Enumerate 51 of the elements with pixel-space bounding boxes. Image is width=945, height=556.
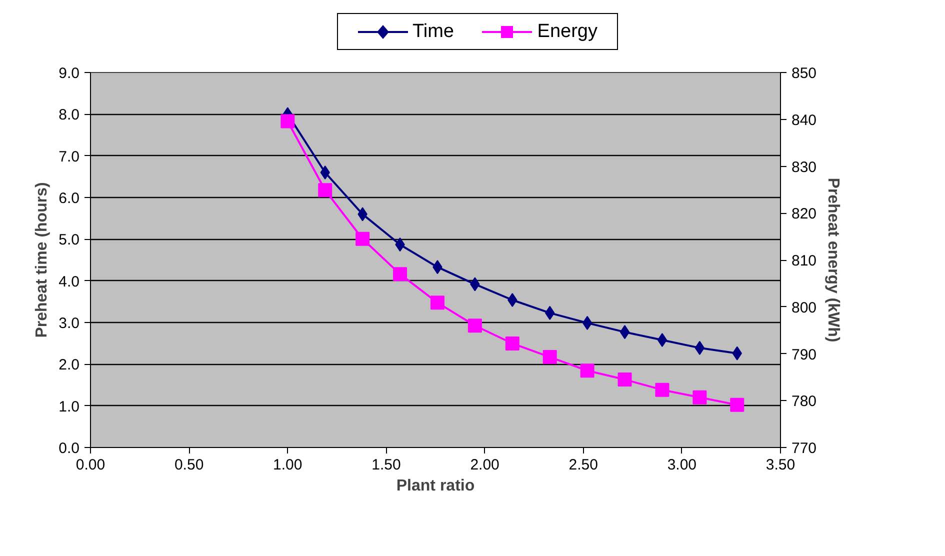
x-tick-label: 2.50: [568, 456, 598, 474]
point: [393, 267, 408, 282]
legend-label: Energy: [537, 21, 598, 42]
point: [430, 296, 444, 310]
y-tick-label: 0.0: [58, 440, 80, 457]
point: [508, 293, 518, 307]
y2-tick-label: 800: [792, 299, 817, 316]
point: [618, 372, 632, 387]
point: [320, 166, 330, 180]
x-tick-label: 3.50: [766, 456, 796, 474]
x-tick-label: 2.00: [470, 456, 500, 474]
y-axis-title: Preheat time (hours): [34, 182, 51, 338]
y2-tick-label: 830: [792, 158, 817, 176]
y2-tick-label: 820: [792, 206, 817, 223]
y-tick-label: 1.0: [58, 398, 80, 416]
y2-tick-label: 850: [792, 65, 817, 82]
point: [657, 333, 668, 347]
point: [280, 114, 295, 128]
point: [580, 364, 594, 378]
y-tick-label: 2.0: [58, 356, 80, 374]
x-tick-label: 0.50: [174, 456, 204, 474]
x-tick-label: 1.00: [273, 456, 302, 474]
point: [542, 350, 557, 364]
point: [505, 336, 520, 350]
y-tick-label: 4.0: [58, 273, 80, 290]
y2-tick-label: 840: [792, 112, 817, 129]
y-tick-label: 6.0: [58, 190, 80, 207]
y-tick-label: 8.0: [58, 106, 80, 124]
y-tick-label: 5.0: [58, 232, 80, 249]
y2-tick-label: 810: [792, 252, 817, 270]
point: [468, 318, 482, 333]
point: [620, 325, 630, 340]
point: [655, 382, 670, 397]
y2-tick-label: 790: [792, 346, 817, 364]
x-tick-label: 0.00: [76, 456, 106, 474]
y2-tick-label: 780: [792, 393, 817, 410]
legend-label: Time: [412, 21, 454, 42]
y-tick-label: 9.0: [58, 65, 80, 82]
point: [730, 398, 744, 412]
x-tick-label: 1.50: [372, 456, 401, 474]
point: [694, 340, 705, 355]
y-tick-label: 7.0: [58, 148, 80, 166]
y2-axis-title: Preheat energy (kWh): [824, 178, 842, 342]
x-axis-title: Plant ratio: [396, 478, 475, 494]
y2-tick-label: 770: [792, 440, 817, 457]
point: [318, 183, 332, 198]
x-tick-label: 3.00: [667, 456, 697, 474]
point: [692, 390, 707, 404]
y-tick-label: 3.0: [58, 315, 80, 332]
point: [582, 316, 592, 330]
point: [356, 232, 370, 246]
